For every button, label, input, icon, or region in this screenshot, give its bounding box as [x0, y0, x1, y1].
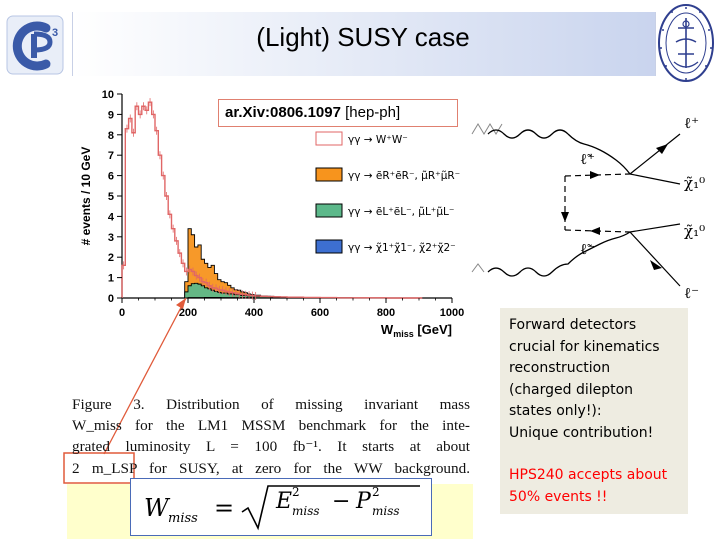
arxiv-reference: ar.Xiv:0806.1097 [hep-ph] [218, 99, 458, 127]
y-tick-label: 0 [108, 293, 114, 305]
lepton-minus-arrow [650, 260, 662, 270]
y-tick-label: 3 [108, 232, 114, 244]
legend-swatch [315, 167, 343, 182]
neutralino-bottom-line [629, 223, 681, 233]
y-tick-label: 4 [108, 211, 115, 223]
y-tick-label: 6 [108, 171, 114, 183]
propagator-arrow [561, 212, 569, 222]
photon-fragment-top [471, 123, 503, 135]
info-box [500, 308, 688, 514]
photon-fragment-bottom [471, 263, 485, 273]
formula-minus: − [332, 489, 350, 514]
y-tick-label: 10 [102, 89, 114, 101]
legend-label: γγ → ẽR⁺ẽR⁻, μ̃R⁺μ̃R⁻ [348, 170, 460, 182]
formula-e-sup: 2 [292, 485, 300, 499]
missing-mass-formula: W miss = E 2 miss − P 2 miss [144, 485, 420, 531]
x-tick-label: 200 [179, 307, 197, 319]
feynman-diagram: ℓ⁺ ℓ̃⁺ χ̃₁⁰ χ̃₁⁰ ℓ̃⁻ ℓ⁻ [471, 114, 705, 302]
label-slepton-minus: ℓ̃⁻ [580, 240, 595, 258]
legend-label: γγ → χ̃1⁺χ̃1⁻, χ̃2⁺χ̃2⁻ [348, 242, 456, 254]
figure-caption: Figure 3. Distribution of missing invari… [72, 394, 470, 479]
y-tick-label: 7 [108, 150, 114, 162]
university-seal-icon [658, 4, 714, 82]
x-tick-label: 600 [311, 307, 329, 319]
x-tick-label: 0 [119, 307, 125, 319]
info-description: Forward detectors crucial for kinematics… [509, 317, 660, 441]
y-tick-label: 5 [108, 191, 114, 203]
y-tick-label: 9 [108, 109, 114, 121]
legend-swatch [315, 239, 343, 254]
legend-swatch [315, 203, 343, 218]
lepton-minus-line [629, 231, 681, 287]
slide-title: (Light) SUSY case [256, 22, 470, 52]
cp3-logo-icon: 3 [6, 15, 64, 75]
y-axis-label: # events / 10 GeV [79, 147, 93, 246]
formula-p-sub: miss [372, 504, 400, 518]
formula-lhs-sub: miss [168, 511, 198, 526]
legend-swatch [315, 131, 343, 146]
x-tick-label: 1000 [440, 307, 464, 319]
x-tick-label: 800 [377, 307, 395, 319]
x-tick-label: 400 [245, 307, 263, 319]
photon-line-top [487, 129, 569, 139]
caption-line: 2 m_LSP for SUSY, at zero for the WW bac… [72, 459, 470, 477]
label-lepton-plus: ℓ⁺ [684, 114, 699, 132]
caption-line: W_miss for the LM1 MSSM benchmark for th… [72, 417, 470, 435]
lepton-plus-arrow [656, 144, 668, 154]
formula-p: P [355, 489, 372, 514]
neutralino-top-line [629, 173, 681, 185]
y-tick-label: 2 [108, 252, 114, 264]
formula-p-sup: 2 [372, 485, 380, 499]
series-ww-line [121, 101, 423, 299]
photon-line-top-2 [567, 133, 631, 175]
legend-label: γγ → ẽL⁺ẽL⁻, μ̃L⁺μ̃L⁻ [348, 206, 454, 218]
formula-box [130, 478, 432, 536]
photon-line-bottom [487, 231, 631, 277]
label-neutralino-1: χ̃₁⁰ [684, 174, 705, 192]
label-neutralino-2: χ̃₁⁰ [684, 222, 705, 240]
formula-sqrt [241, 485, 420, 531]
lepton-plus-line [629, 133, 681, 175]
slepton-minus-arrow [590, 227, 600, 235]
caption-line: Figure 3. Distribution of missing invari… [72, 396, 470, 413]
y-tick-label: 1 [108, 273, 114, 285]
formula-lhs: W [144, 494, 171, 522]
y-tick-label: 8 [108, 130, 114, 142]
legend-label: γγ → W⁺W⁻ [348, 134, 408, 146]
label-slepton-plus: ℓ̃⁺ [580, 150, 595, 168]
label-lepton-minus: ℓ⁻ [684, 284, 699, 302]
x-axis-label: Wmiss [GeV] [381, 322, 452, 338]
info-highlight: HPS240 accepts about 50% events !! [509, 467, 668, 505]
caption-line: grated luminosity L = 100 fb⁻¹. It start… [72, 438, 470, 456]
formula-equals: = [214, 494, 234, 522]
formula-e: E [275, 489, 292, 514]
missing-mass-chart: 0 200 400 600 800 1000 0 1 2 3 4 5 6 7 8 9 10 # events / … [79, 89, 464, 338]
formula-e-sub: miss [292, 504, 320, 518]
arxiv-id: ar.Xiv:0806.1097 [225, 104, 341, 121]
slepton-plus-arrow [590, 171, 600, 179]
arxiv-category: [hep-ph] [340, 104, 401, 121]
title-bar [72, 12, 656, 76]
svg-text:3: 3 [52, 27, 58, 39]
